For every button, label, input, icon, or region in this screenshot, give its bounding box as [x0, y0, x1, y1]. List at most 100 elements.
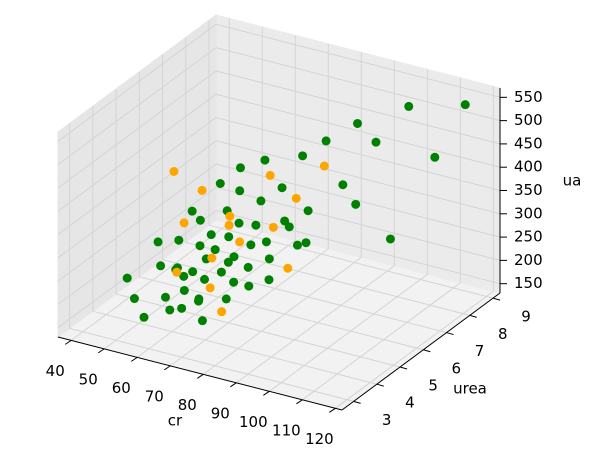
- point: [153, 237, 163, 247]
- grid-line: [236, 60, 395, 384]
- point: [251, 220, 261, 230]
- grid-line: [57, 186, 501, 305]
- grid-line: [185, 37, 470, 316]
- point: [235, 237, 245, 247]
- point: [197, 316, 207, 326]
- point: [179, 271, 189, 281]
- z-tick-label: 450: [514, 134, 543, 152]
- point: [234, 218, 244, 228]
- y-tick-label: 3: [382, 411, 392, 429]
- grid-line: [57, 116, 501, 235]
- x-tick-label: 110: [272, 421, 301, 439]
- grid-line: [169, 43, 329, 367]
- point: [292, 240, 302, 250]
- point: [319, 161, 329, 171]
- point: [207, 253, 217, 263]
- point: [301, 238, 311, 248]
- point: [169, 166, 179, 176]
- point: [235, 163, 245, 173]
- point: [235, 186, 245, 196]
- x-tick: [164, 365, 171, 371]
- z-tick-label: 550: [514, 88, 543, 106]
- point: [244, 281, 254, 291]
- point: [206, 230, 216, 240]
- point: [174, 235, 184, 245]
- point: [205, 283, 215, 293]
- x-tick: [296, 399, 303, 405]
- point: [460, 100, 470, 110]
- point: [264, 254, 274, 264]
- y-tick: [446, 332, 454, 336]
- point: [351, 199, 361, 209]
- z-tick-label: 350: [514, 181, 543, 199]
- grid-line: [57, 93, 501, 212]
- x-tick-label: 100: [239, 413, 268, 431]
- point: [210, 245, 220, 255]
- point: [224, 232, 234, 242]
- grid-line: [57, 163, 501, 282]
- point: [277, 183, 287, 193]
- point: [225, 211, 235, 221]
- point: [188, 267, 198, 277]
- grid-line: [57, 140, 501, 259]
- grid-line: [57, 23, 501, 142]
- point: [122, 273, 132, 283]
- y-tick: [469, 314, 477, 318]
- y-tick: [376, 383, 384, 387]
- point: [179, 285, 189, 295]
- point: [321, 136, 331, 146]
- grid-line: [57, 47, 501, 166]
- point: [284, 222, 294, 232]
- z-tick-label: 400: [514, 158, 543, 176]
- grid-line: [136, 35, 296, 358]
- point: [430, 152, 440, 162]
- x-tick: [97, 348, 105, 354]
- point: [268, 222, 278, 232]
- x-tick-label: 50: [79, 370, 98, 388]
- point: [223, 257, 233, 267]
- point: [338, 180, 348, 190]
- point: [215, 179, 225, 189]
- y-tick: [399, 366, 408, 370]
- x-tick: [263, 390, 270, 396]
- z-tick-label: 250: [514, 228, 543, 246]
- y-tick-label: 8: [498, 325, 508, 343]
- point: [256, 196, 266, 206]
- point: [221, 294, 231, 304]
- point: [156, 261, 166, 271]
- x-tick: [230, 382, 237, 388]
- x-tick: [329, 407, 336, 413]
- point: [265, 170, 275, 180]
- grid-line: [57, 210, 501, 329]
- point: [229, 252, 239, 262]
- y-tick-label: 6: [452, 359, 462, 377]
- point: [353, 118, 363, 128]
- grid-line: [208, 20, 494, 299]
- x-tick-label: 80: [178, 396, 197, 414]
- y-axis-label: urea: [453, 380, 487, 398]
- point: [264, 275, 274, 285]
- point: [194, 294, 204, 304]
- x-tick-label: 60: [112, 379, 131, 397]
- y-tick-label: 7: [475, 342, 485, 360]
- x-tick-label: 70: [145, 387, 164, 405]
- y-tick-label: 5: [428, 376, 438, 394]
- point: [195, 241, 205, 251]
- grid-line: [162, 54, 447, 334]
- point: [165, 305, 175, 315]
- point: [229, 277, 239, 287]
- x-tick-label: 90: [211, 404, 230, 422]
- point: [243, 262, 253, 272]
- point: [224, 220, 234, 230]
- grid-line: [103, 26, 263, 350]
- grid-line: [115, 88, 401, 368]
- z-tick-label: 150: [514, 274, 543, 292]
- point: [371, 137, 381, 147]
- x-tick: [130, 356, 138, 362]
- point: [217, 307, 227, 317]
- point: [179, 218, 189, 228]
- grid-line: [57, 70, 501, 189]
- grid-line: [203, 52, 362, 375]
- x-tick-label: 40: [46, 362, 65, 380]
- y-axis-line: [341, 292, 501, 411]
